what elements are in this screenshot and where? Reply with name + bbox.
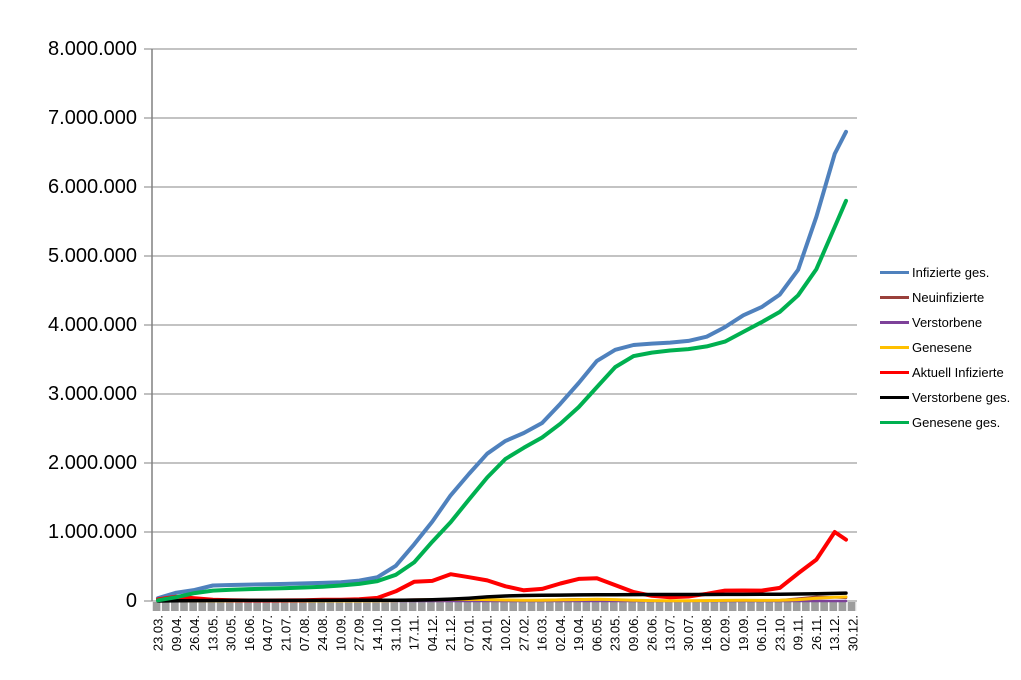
x-axis-label: 23.10. bbox=[772, 615, 787, 651]
y-axis-label: 0 bbox=[125, 590, 137, 612]
x-axis-label: 06.05. bbox=[589, 615, 604, 651]
legend-label: Infizierte ges. bbox=[912, 264, 990, 280]
x-axis-label: 09.06. bbox=[626, 615, 641, 651]
x-axis-label: 16.03. bbox=[535, 615, 550, 651]
x-axis-label: 06.10. bbox=[754, 615, 769, 651]
legend-item: Verstorbene bbox=[880, 313, 1020, 331]
series-lines bbox=[156, 129, 848, 603]
x-axis-label: 21.12. bbox=[443, 615, 458, 651]
legend-item: Infizierte ges. bbox=[880, 263, 1020, 281]
series-line-6 bbox=[156, 591, 848, 603]
x-axis-label: 02.04. bbox=[553, 615, 568, 651]
x-axis-labels: 23.03. 09.04. 26.04. 13.05. 30.05. 16.06. 04.0… bbox=[151, 615, 861, 651]
x-axis-label: 04.12. bbox=[425, 615, 440, 651]
legend-label: Genesene ges. bbox=[912, 414, 1001, 430]
x-axis-label: 23.05. bbox=[608, 615, 623, 651]
x-axis-label: 13.12. bbox=[827, 615, 842, 651]
y-axis-label: 6.000.000 bbox=[48, 176, 137, 198]
y-axis-label: 7.000.000 bbox=[48, 107, 137, 129]
legend-label: Aktuell Infizierte bbox=[912, 364, 1004, 380]
x-axis-label: 17.11. bbox=[407, 615, 422, 650]
x-axis-label: 31.10. bbox=[388, 615, 403, 651]
legend-swatch-icon bbox=[880, 420, 909, 424]
x-axis-label: 26.11. bbox=[809, 615, 824, 650]
x-axis-label: 21.07. bbox=[279, 615, 294, 651]
x-axis-label: 27.09. bbox=[352, 615, 367, 651]
legend-swatch-icon bbox=[880, 295, 909, 299]
legend-item: Genesene ges. bbox=[880, 413, 1020, 431]
legend-item: Aktuell Infizierte bbox=[880, 363, 1020, 381]
x-axis-label: 09.04. bbox=[169, 615, 184, 651]
legend-item: Neuinfizierte bbox=[880, 288, 1020, 306]
y-axis-label: 3.000.000 bbox=[48, 383, 137, 405]
legend-label: Verstorbene ges. bbox=[912, 389, 1011, 405]
legend-label: Genesene bbox=[912, 339, 972, 355]
legend-label: Neuinfizierte bbox=[912, 289, 985, 305]
x-axis-label: 26.06. bbox=[644, 615, 659, 651]
legend-swatch-icon bbox=[880, 345, 909, 349]
x-axis-label: 26.04. bbox=[187, 615, 202, 651]
x-axis-label: 07.01. bbox=[461, 615, 476, 651]
legend-swatch-icon bbox=[880, 270, 909, 274]
x-axis-label: 14.10. bbox=[370, 615, 385, 651]
x-axis-label: 13.05. bbox=[205, 615, 220, 651]
y-axis-label: 4.000.000 bbox=[48, 314, 137, 336]
x-axis-label: 16.06. bbox=[242, 615, 257, 651]
y-axis-label: 1.000.000 bbox=[48, 521, 137, 543]
x-axis-label: 19.09. bbox=[736, 615, 751, 651]
x-axis-label: 10.02. bbox=[498, 615, 513, 651]
axes bbox=[144, 48, 153, 602]
x-axis-label: 30.05. bbox=[224, 615, 239, 651]
x-axis-label: 30.07. bbox=[681, 615, 696, 651]
gridlines bbox=[152, 48, 857, 602]
legend-swatch-icon bbox=[880, 320, 909, 324]
legend-swatch-icon bbox=[880, 370, 909, 374]
y-axis-label: 5.000.000 bbox=[48, 245, 137, 267]
x-axis-label: 09.11. bbox=[791, 615, 806, 650]
series-line-7 bbox=[156, 198, 848, 603]
series-line-1 bbox=[156, 129, 848, 601]
x-axis-label: 27.02. bbox=[516, 615, 531, 651]
x-axis-label: 10.09. bbox=[333, 615, 348, 651]
x-axis-label: 02.09. bbox=[718, 615, 733, 651]
x-axis-label: 23.03. bbox=[151, 615, 166, 651]
legend-swatch-icon bbox=[880, 395, 909, 399]
legend-label: Verstorbene bbox=[912, 314, 983, 330]
x-axis-label: 24.08. bbox=[315, 615, 330, 651]
x-axis-label: 30.12. bbox=[846, 615, 861, 651]
x-axis-label: 16.08. bbox=[699, 615, 714, 651]
x-axis-label: 24.01. bbox=[480, 615, 495, 651]
legend-item: Genesene bbox=[880, 338, 1020, 356]
legend-item: Verstorbene ges. bbox=[880, 388, 1020, 406]
y-axis-label: 8.000.000 bbox=[48, 38, 137, 60]
x-axis-label: 13.07. bbox=[663, 615, 678, 651]
x-axis-tick-band bbox=[151, 602, 857, 611]
tick-band bbox=[152, 602, 857, 611]
y-axis-label: 2.000.000 bbox=[48, 452, 137, 474]
x-axis-label: 04.07. bbox=[260, 615, 275, 651]
x-axis-label: 19.04. bbox=[571, 615, 586, 651]
x-axis-label: 07.08. bbox=[297, 615, 312, 651]
